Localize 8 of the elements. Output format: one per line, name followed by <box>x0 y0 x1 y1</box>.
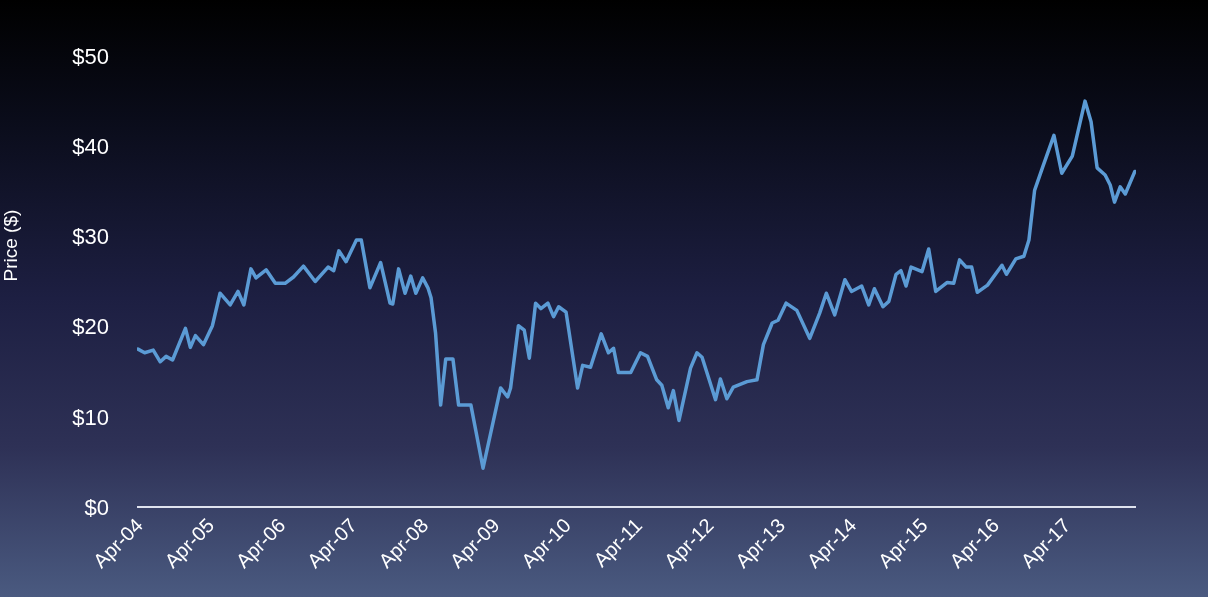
y-tick-label: $10 <box>72 404 109 430</box>
y-tick-label: $0 <box>84 494 109 520</box>
y-tick-label: $20 <box>72 314 109 340</box>
line-series <box>137 99 1136 470</box>
y-axis-title: Price ($) <box>0 209 21 282</box>
y-tick-label: $40 <box>72 134 109 160</box>
y-tick-label: $50 <box>72 43 109 69</box>
y-tick-label: $30 <box>72 224 109 250</box>
